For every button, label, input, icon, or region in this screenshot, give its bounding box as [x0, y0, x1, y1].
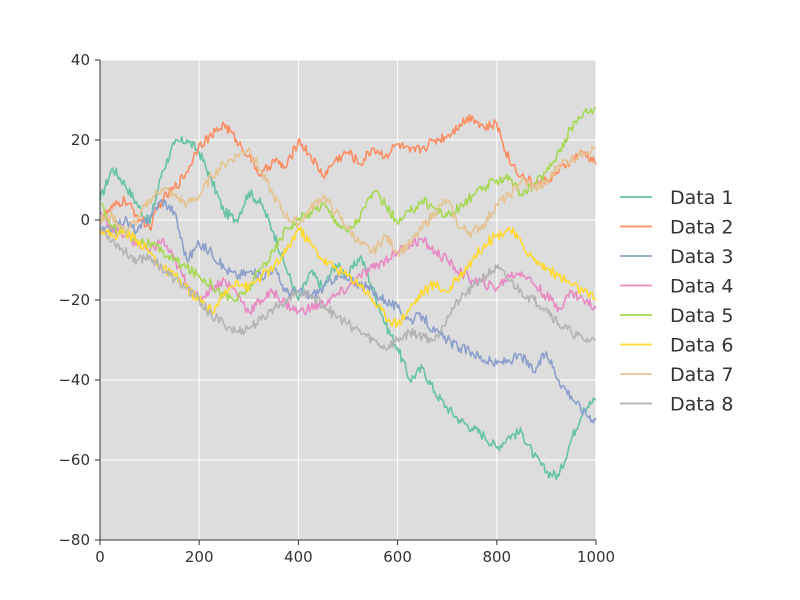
legend-label-3: Data 3: [670, 246, 734, 268]
legend-label-4: Data 4: [670, 276, 734, 298]
series-line-4: [99, 211, 597, 316]
series-line-3: [99, 199, 597, 424]
x-tick-label: 600: [383, 548, 412, 566]
series-line-7: [99, 144, 597, 258]
y-tick-label: 20: [71, 131, 90, 149]
legend-label-5: Data 5: [670, 305, 734, 327]
y-tick-label: −40: [58, 371, 90, 389]
y-tick-label: −80: [58, 531, 90, 549]
series-line-2: [99, 114, 597, 231]
legend-label-8: Data 8: [670, 394, 734, 416]
x-tick-label: 0: [95, 548, 105, 566]
x-tick-label: 400: [284, 548, 313, 566]
x-tick-label: 800: [482, 548, 511, 566]
legend-label-6: Data 6: [670, 335, 734, 357]
legend: Data 1 Data 2 Data 3 Data 4 Data 5 Data 6 Data…: [620, 187, 734, 416]
legend-label-1: Data 1: [670, 187, 734, 209]
y-tick-label: 40: [71, 51, 90, 69]
axes: 0 200 400 600 800 1000 −80 −60 −40 −20 0 20 40: [58, 51, 615, 566]
y-tick-label: 0: [80, 211, 90, 229]
series-lines: [99, 107, 597, 481]
x-tick-label: 200: [185, 548, 214, 566]
x-tick-label: 1000: [577, 548, 615, 566]
y-tick-label: −60: [58, 451, 90, 469]
series-line-8: [99, 227, 596, 351]
legend-label-7: Data 7: [670, 364, 734, 386]
y-tick-label: −20: [58, 291, 90, 309]
legend-label-2: Data 2: [670, 217, 734, 239]
